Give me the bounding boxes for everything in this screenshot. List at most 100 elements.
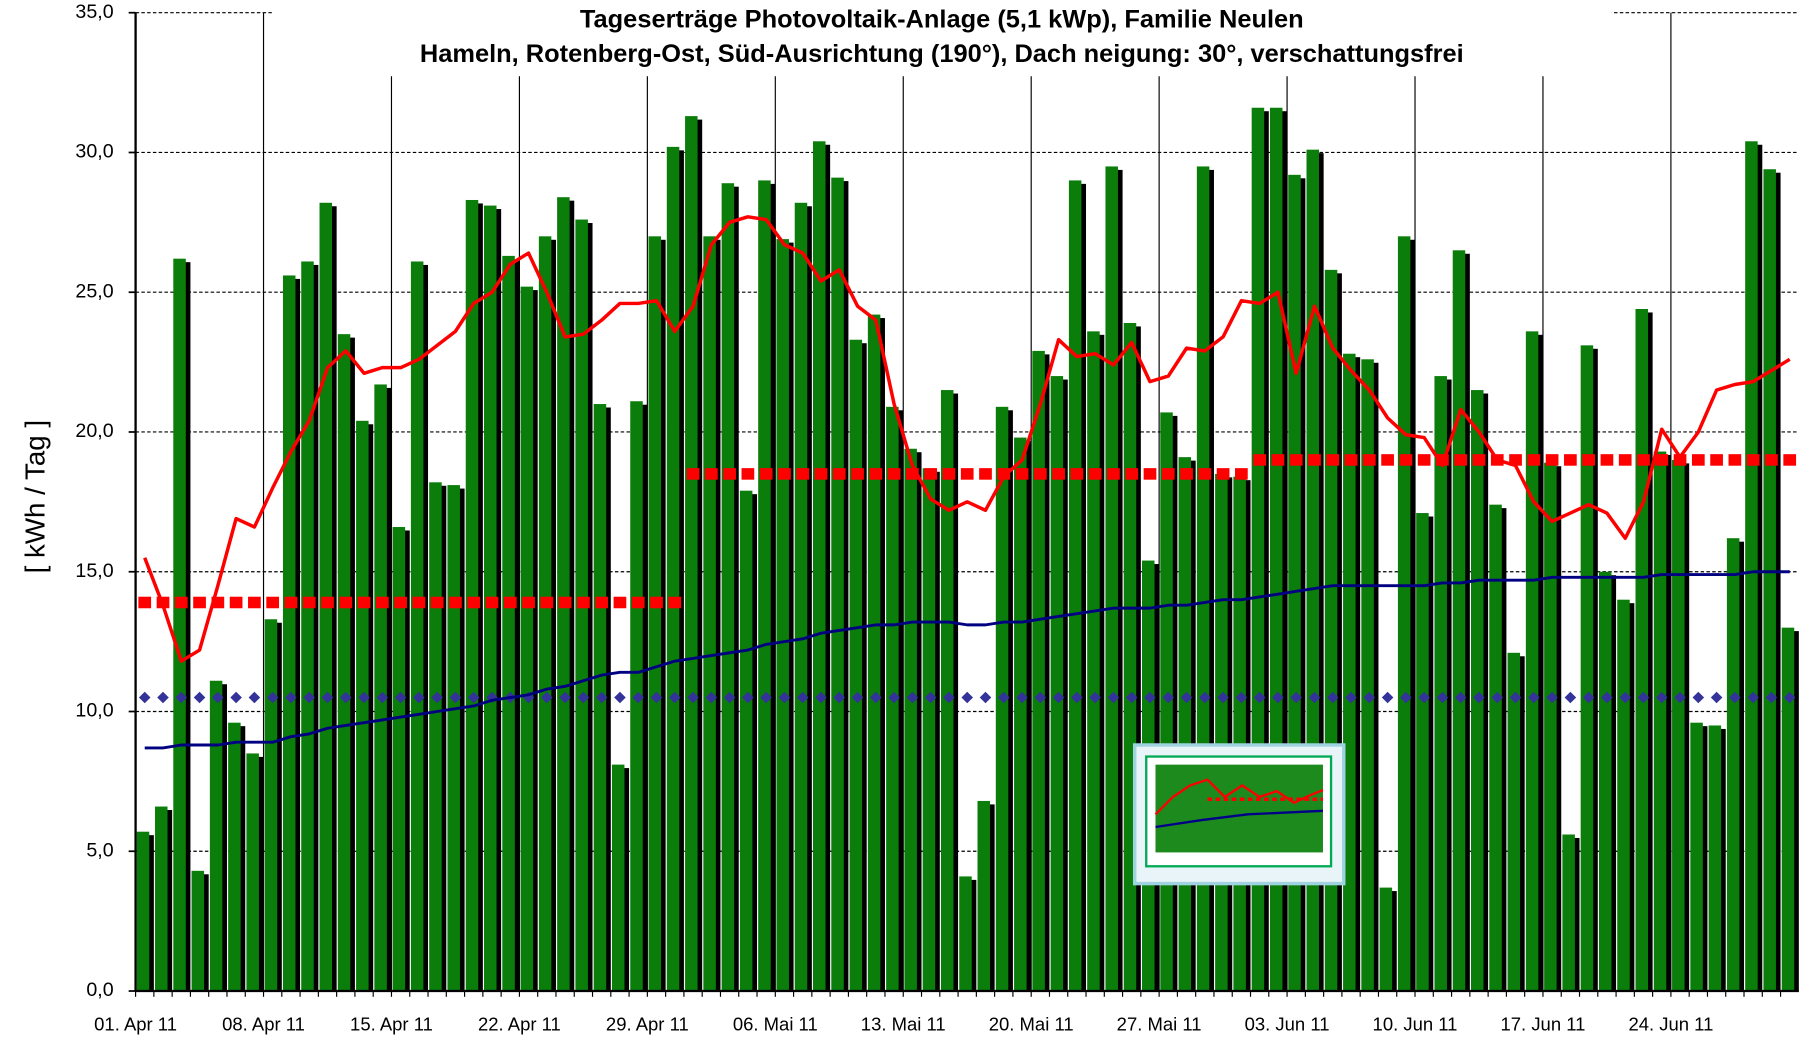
average-dash bbox=[614, 597, 627, 609]
average-dash bbox=[869, 468, 882, 480]
bar bbox=[685, 116, 698, 991]
bar bbox=[1745, 141, 1758, 991]
bar bbox=[1690, 723, 1703, 991]
average-dash bbox=[723, 468, 736, 480]
bar bbox=[904, 449, 917, 991]
average-dash bbox=[1217, 468, 1230, 480]
bar bbox=[1160, 412, 1173, 991]
average-dash bbox=[504, 597, 517, 609]
bar bbox=[155, 807, 168, 991]
average-dash bbox=[1473, 454, 1486, 466]
y-tick-label: 0,0 bbox=[86, 979, 113, 1001]
average-dash bbox=[888, 468, 901, 480]
average-dash bbox=[650, 597, 663, 609]
average-dash bbox=[1198, 468, 1211, 480]
x-tick-label: 20. Mai 11 bbox=[989, 1014, 1074, 1035]
bar bbox=[1179, 457, 1192, 991]
bar bbox=[758, 180, 771, 991]
average-dash bbox=[833, 468, 846, 480]
bar bbox=[667, 147, 680, 991]
bar bbox=[137, 832, 150, 991]
average-dash bbox=[796, 468, 809, 480]
bar bbox=[246, 753, 259, 991]
average-dash bbox=[1418, 454, 1431, 466]
y-tick-label: 15,0 bbox=[75, 560, 113, 582]
bar bbox=[1581, 345, 1594, 991]
average-dash bbox=[138, 597, 151, 609]
bar bbox=[1526, 331, 1539, 991]
average-dash bbox=[394, 597, 407, 609]
bar bbox=[1562, 834, 1575, 991]
bar bbox=[1727, 538, 1740, 991]
average-dash bbox=[815, 468, 828, 480]
y-tick-label: 20,0 bbox=[75, 420, 113, 442]
average-dash bbox=[522, 597, 535, 609]
bar bbox=[1105, 166, 1118, 991]
bar bbox=[740, 491, 753, 991]
bar bbox=[1014, 438, 1027, 991]
average-dash bbox=[760, 468, 773, 480]
bar bbox=[301, 261, 314, 991]
bar bbox=[356, 421, 369, 991]
bar bbox=[868, 315, 881, 991]
y-tick-label: 35,0 bbox=[75, 1, 113, 23]
bar bbox=[283, 275, 296, 991]
bar bbox=[1380, 888, 1393, 991]
average-dash bbox=[1016, 468, 1029, 480]
bar bbox=[1763, 169, 1776, 991]
bar bbox=[941, 390, 954, 991]
average-dash bbox=[668, 597, 681, 609]
average-dash bbox=[1765, 454, 1778, 466]
average-dash bbox=[1180, 468, 1193, 480]
average-dash bbox=[1454, 454, 1467, 466]
bar bbox=[1087, 331, 1100, 991]
x-tick-label: 24. Jun 11 bbox=[1628, 1014, 1713, 1035]
chart: Tageserträge Photovoltaik-Anlage (5,1 kW… bbox=[0, 0, 1812, 1043]
average-dash bbox=[778, 468, 791, 480]
bar bbox=[703, 236, 716, 991]
bar bbox=[557, 197, 570, 991]
bar bbox=[1782, 628, 1795, 991]
average-dash bbox=[1655, 454, 1668, 466]
average-dash bbox=[1107, 468, 1120, 480]
bar bbox=[1508, 653, 1521, 991]
y-tick-label: 5,0 bbox=[86, 839, 113, 861]
average-dash bbox=[303, 597, 316, 609]
average-dash bbox=[595, 597, 608, 609]
average-dash bbox=[1546, 454, 1559, 466]
average-dash bbox=[1144, 468, 1157, 480]
x-tick-label: 03. Jun 11 bbox=[1245, 1014, 1330, 1035]
average-dash bbox=[193, 597, 206, 609]
bar bbox=[539, 236, 552, 991]
bar bbox=[776, 239, 789, 991]
bar bbox=[228, 723, 241, 991]
average-dash bbox=[1363, 454, 1376, 466]
x-tick-label: 01. Apr 11 bbox=[94, 1014, 177, 1035]
bar bbox=[1233, 477, 1246, 991]
average-dash bbox=[1783, 454, 1796, 466]
average-dash bbox=[1052, 468, 1065, 480]
bar bbox=[649, 236, 662, 991]
average-dash bbox=[1582, 454, 1595, 466]
average-dash bbox=[742, 468, 755, 480]
bar bbox=[612, 765, 625, 991]
bar bbox=[795, 203, 808, 991]
average-dash bbox=[1729, 454, 1742, 466]
average-dash bbox=[559, 597, 572, 609]
bar bbox=[1453, 250, 1466, 991]
bar bbox=[959, 876, 972, 991]
bar bbox=[1672, 460, 1685, 991]
x-tick-label: 22. Apr 11 bbox=[478, 1014, 561, 1035]
average-dash bbox=[851, 468, 864, 480]
inset-thumbnail bbox=[1135, 745, 1344, 884]
x-tick-label: 15. Apr 11 bbox=[350, 1014, 433, 1035]
bar bbox=[1617, 600, 1630, 991]
bar bbox=[393, 527, 406, 991]
bar bbox=[429, 482, 442, 991]
average-dash bbox=[376, 597, 389, 609]
bar bbox=[1343, 354, 1356, 991]
x-tick-label: 29. Apr 11 bbox=[606, 1014, 689, 1035]
bar bbox=[1434, 376, 1447, 991]
bar bbox=[466, 200, 479, 991]
bar bbox=[1654, 452, 1667, 991]
